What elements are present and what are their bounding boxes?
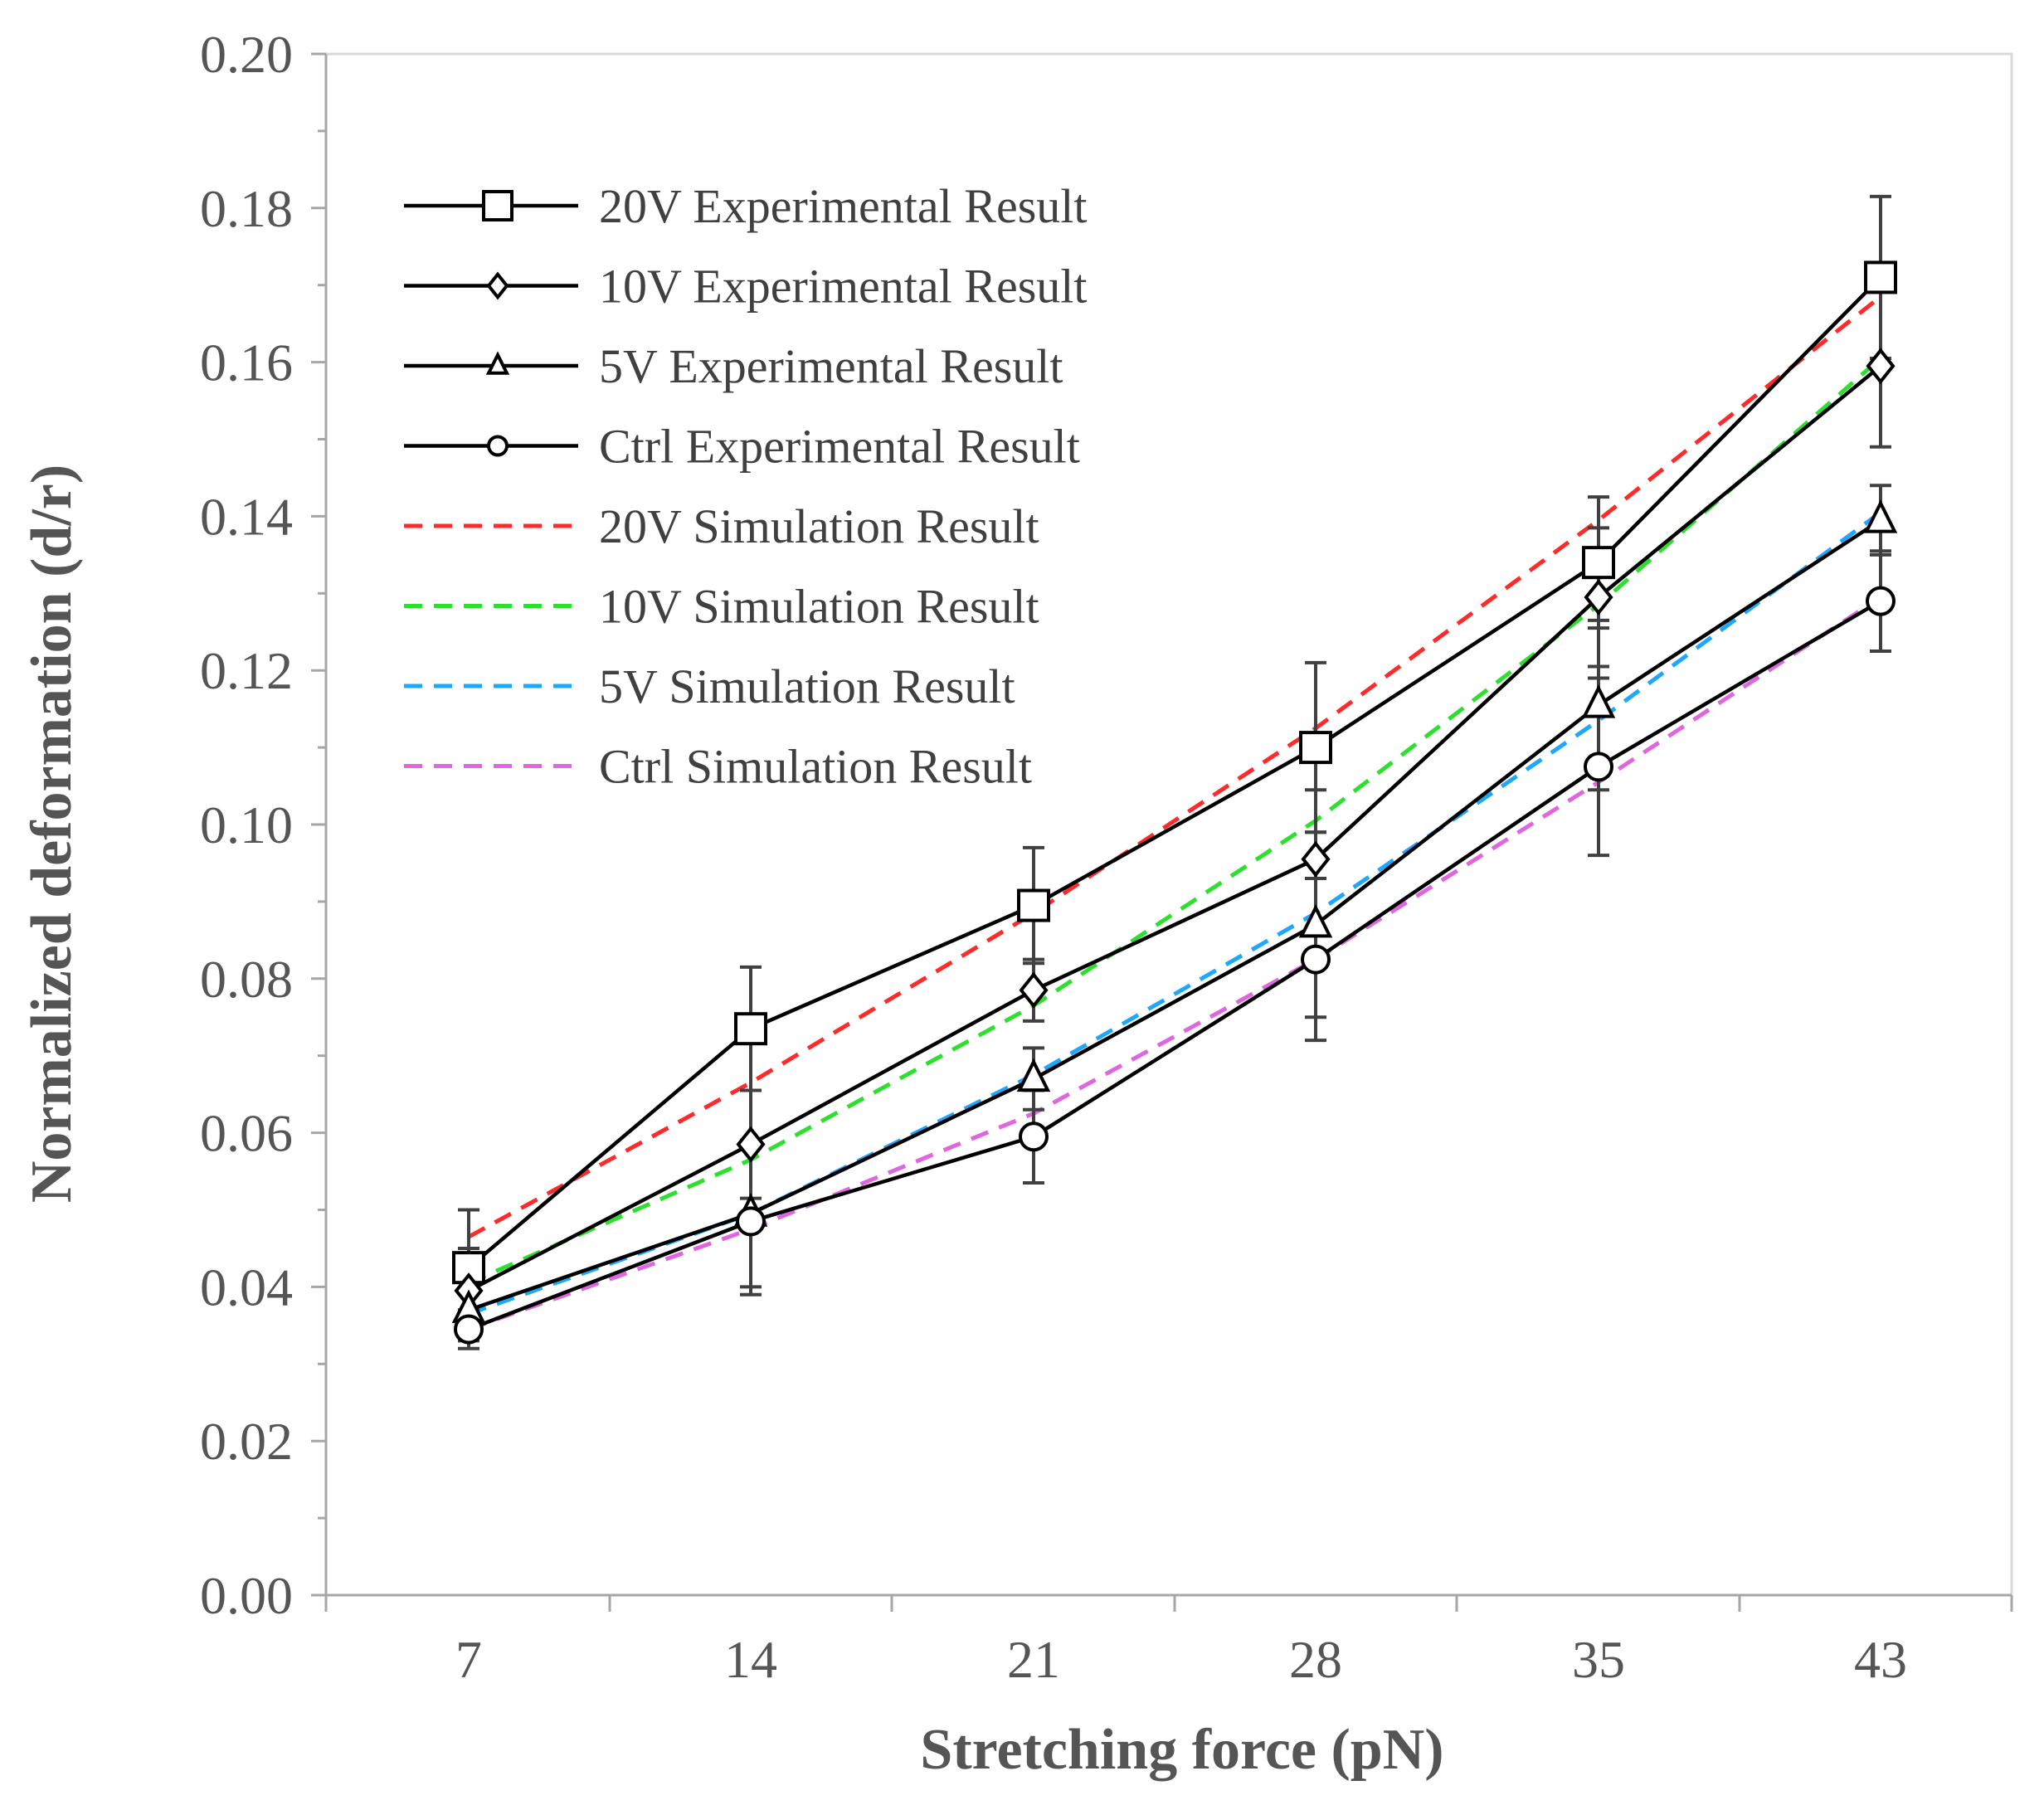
y-tick-label: 0.16 bbox=[200, 333, 293, 392]
y-axis-title: Normalized deformation (d/r) bbox=[20, 465, 84, 1203]
data-point-triangle bbox=[1298, 903, 1333, 938]
axes: 0.00 0.02 0.04 0.06 0.08 0.10 0.12 0.14 0.16 0.18… bbox=[200, 25, 2013, 1689]
y-tick-label: 0.00 bbox=[200, 1566, 293, 1625]
legend-label: 20V Experimental Result bbox=[599, 179, 1088, 233]
data-point-triangle bbox=[1581, 684, 1616, 718]
legend-label: Ctrl Experimental Result bbox=[599, 420, 1080, 474]
y-tick-label: 0.18 bbox=[200, 179, 293, 238]
legend-marker-diamond bbox=[486, 271, 509, 300]
legend-label: 5V Simulation Result bbox=[599, 659, 1015, 713]
legend-item: 20V Simulation Result bbox=[404, 499, 1039, 553]
data-point-circle bbox=[1301, 944, 1331, 975]
legend-item: Ctrl Simulation Result bbox=[404, 740, 1032, 794]
legend-label: 5V Experimental Result bbox=[599, 339, 1063, 393]
data-point-diamond bbox=[1584, 578, 1613, 615]
x-tick-label: 14 bbox=[724, 1630, 777, 1689]
legend-item: 10V Experimental Result bbox=[404, 260, 1088, 314]
data-point-square bbox=[1299, 731, 1332, 765]
legend-item: 5V Experimental Result bbox=[404, 339, 1063, 393]
experimental-series bbox=[451, 194, 1898, 1350]
y-tick-label: 0.12 bbox=[200, 641, 293, 700]
data-point-circle bbox=[1584, 752, 1613, 782]
y-tick-label: 0.20 bbox=[200, 25, 293, 84]
data-point-diamond bbox=[1019, 971, 1049, 1009]
data-point-circle bbox=[1866, 586, 1896, 616]
data-point-triangle bbox=[1863, 499, 1898, 533]
data-point-square bbox=[1582, 546, 1615, 580]
y-tick-label: 0.10 bbox=[200, 795, 293, 854]
legend-item: Ctrl Experimental Result bbox=[404, 420, 1080, 474]
experimental-line bbox=[467, 275, 1882, 1269]
data-point-diamond bbox=[736, 1126, 766, 1163]
y-tick-label: 0.04 bbox=[200, 1258, 293, 1316]
legend-marker-square bbox=[482, 190, 513, 221]
legend-marker-triangle bbox=[485, 351, 510, 375]
data-point-square bbox=[1017, 888, 1050, 922]
x-tick-label: 7 bbox=[455, 1630, 482, 1689]
simulation-line bbox=[467, 294, 1882, 1239]
legend-label: 20V Simulation Result bbox=[599, 499, 1039, 553]
x-tick-label: 28 bbox=[1289, 1630, 1342, 1689]
y-tick-label: 0.06 bbox=[200, 1104, 293, 1163]
data-point-circle bbox=[736, 1206, 766, 1237]
legend-label: 10V Experimental Result bbox=[599, 260, 1088, 314]
experimental-line bbox=[467, 364, 1882, 1293]
data-point-triangle bbox=[1016, 1058, 1051, 1092]
x-axis-title: Stretching force (pN) bbox=[920, 1718, 1443, 1782]
data-point-square bbox=[734, 1012, 767, 1046]
data-point-circle bbox=[454, 1314, 484, 1345]
legend-marker-circle bbox=[487, 435, 509, 457]
data-point-diamond bbox=[1866, 348, 1896, 385]
experimental-line bbox=[468, 599, 1882, 1331]
legend-item: 5V Simulation Result bbox=[404, 659, 1015, 713]
legend: 20V Experimental Result 10V Experimental … bbox=[404, 179, 1088, 794]
data-point-diamond bbox=[1301, 840, 1331, 878]
y-tick-label: 0.08 bbox=[200, 950, 293, 1009]
y-tick-label: 0.14 bbox=[200, 487, 293, 546]
simulation-line bbox=[468, 595, 1882, 1331]
data-point-square bbox=[1864, 260, 1897, 294]
x-tick-label: 43 bbox=[1854, 1630, 1907, 1689]
legend-label: 10V Simulation Result bbox=[599, 580, 1039, 634]
legend-item: 10V Simulation Result bbox=[404, 580, 1039, 634]
legend-label: Ctrl Simulation Result bbox=[599, 740, 1032, 794]
x-tick-label: 35 bbox=[1572, 1630, 1625, 1689]
y-tick-label: 0.02 bbox=[200, 1412, 293, 1471]
simulation-line bbox=[467, 357, 1882, 1286]
experimental-line bbox=[468, 518, 1882, 1312]
legend-item: 20V Experimental Result bbox=[404, 179, 1088, 233]
data-point-circle bbox=[1019, 1121, 1049, 1152]
x-tick-label: 21 bbox=[1007, 1630, 1060, 1689]
